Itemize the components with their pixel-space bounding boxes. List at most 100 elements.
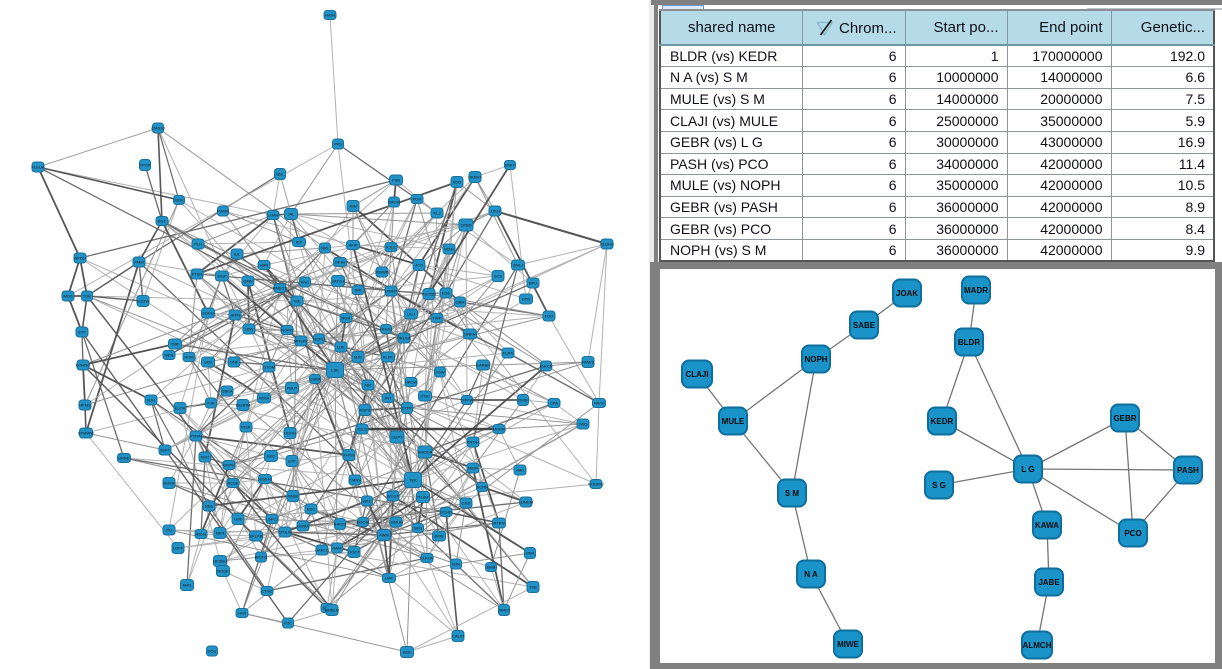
- svg-text:PTRAI: PTRAI: [190, 434, 202, 439]
- svg-text:JKFN: JKFN: [230, 313, 240, 318]
- svg-text:JICRR: JICRR: [476, 485, 488, 490]
- svg-text:EDDU: EDDU: [202, 311, 213, 316]
- svg-text:SCS: SCS: [494, 274, 503, 279]
- svg-text:ITUAT: ITUAT: [417, 495, 429, 500]
- svg-text:KNC: KNC: [301, 280, 310, 285]
- svg-text:TEK: TEK: [409, 478, 417, 483]
- svg-text:WSN: WSN: [444, 247, 453, 252]
- svg-text:LIJAH: LIJAH: [268, 213, 279, 218]
- svg-text:FLRA: FLRA: [503, 351, 514, 356]
- svg-text:BSL: BSL: [276, 172, 284, 177]
- svg-text:JAL: JAL: [288, 212, 296, 217]
- svg-text:WSPK: WSPK: [223, 463, 235, 468]
- svg-text:ALMCH: ALMCH: [1023, 641, 1052, 650]
- svg-text:BGT: BGT: [158, 219, 167, 224]
- svg-text:WKC: WKC: [362, 499, 371, 504]
- svg-text:DIPFW: DIPFW: [461, 398, 474, 403]
- svg-text:IAGN: IAGN: [325, 13, 335, 18]
- svg-text:RODF: RODF: [217, 569, 229, 574]
- svg-text:FLKUA: FLKUA: [32, 165, 45, 170]
- svg-text:JFEAL: JFEAL: [195, 532, 208, 537]
- svg-text:JARET: JARET: [498, 608, 511, 613]
- svg-text:TMF: TMF: [171, 342, 180, 347]
- svg-text:ITNC: ITNC: [420, 394, 429, 399]
- svg-text:FGW: FGW: [435, 370, 445, 375]
- svg-text:UKND: UKND: [118, 456, 129, 461]
- svg-text:TWP: TWP: [433, 316, 442, 321]
- svg-text:PWHF: PWHF: [217, 209, 229, 214]
- svg-text:JCO: JCO: [415, 263, 423, 268]
- svg-text:MAI: MAI: [516, 468, 523, 473]
- svg-text:LUMDM: LUMDM: [519, 500, 534, 505]
- svg-text:DEHNM: DEHNM: [236, 403, 251, 408]
- svg-text:ECHD: ECHD: [440, 510, 451, 515]
- svg-text:OWEP: OWEP: [385, 289, 398, 294]
- svg-text:SKLKB: SKLKB: [250, 534, 263, 539]
- svg-text:SABE: SABE: [853, 321, 876, 330]
- svg-text:GBCA: GBCA: [221, 389, 233, 394]
- svg-text:CPBD: CPBD: [460, 223, 471, 228]
- svg-text:NEE: NEE: [205, 504, 214, 509]
- svg-text:S G: S G: [932, 481, 946, 490]
- svg-text:ETF: ETF: [288, 459, 296, 464]
- svg-text:PCO: PCO: [1124, 529, 1141, 538]
- svg-text:SIB: SIB: [355, 288, 362, 293]
- svg-text:OUPT: OUPT: [391, 435, 403, 440]
- svg-text:JOAK: JOAK: [896, 289, 918, 298]
- svg-text:SEFT: SEFT: [160, 448, 171, 453]
- svg-text:FRO: FRO: [201, 455, 209, 460]
- svg-text:PISR: PISR: [241, 425, 250, 430]
- svg-text:HIE: HIE: [294, 299, 301, 304]
- svg-text:BNEOT: BNEOT: [273, 286, 287, 291]
- svg-text:WCFG: WCFG: [255, 555, 267, 560]
- svg-text:ALKCN: ALKCN: [539, 364, 552, 369]
- svg-text:RGR: RGR: [342, 316, 351, 321]
- svg-text:BJH: BJH: [147, 398, 155, 403]
- svg-text:KLKK: KLKK: [383, 355, 394, 360]
- svg-text:KLJ: KLJ: [434, 211, 441, 216]
- svg-text:HRN: HRN: [260, 263, 269, 268]
- svg-text:HOM: HOM: [184, 355, 193, 360]
- svg-text:HNR: HNR: [526, 551, 535, 556]
- svg-text:NSPS: NSPS: [360, 408, 371, 413]
- svg-text:FMWS: FMWS: [582, 360, 595, 365]
- svg-text:UARLO: UARLO: [315, 548, 329, 553]
- svg-text:SKN: SKN: [414, 526, 422, 531]
- svg-text:DNKN: DNKN: [464, 332, 475, 337]
- svg-text:KEDR: KEDR: [931, 417, 954, 426]
- svg-text:NHD: NHD: [183, 583, 192, 588]
- svg-text:JATGJ: JATGJ: [332, 279, 344, 284]
- svg-text:JSB: JSB: [529, 585, 537, 590]
- svg-text:ETPK: ETPK: [402, 406, 413, 411]
- svg-text:GEBR: GEBR: [1113, 414, 1136, 423]
- svg-text:IHKDS: IHKDS: [334, 522, 347, 527]
- svg-text:PMM: PMM: [134, 260, 143, 265]
- svg-text:MRSPK: MRSPK: [294, 339, 309, 344]
- svg-text:HFMS: HFMS: [79, 403, 91, 408]
- svg-text:LMK: LMK: [385, 576, 394, 581]
- svg-text:EGE: EGE: [442, 291, 451, 296]
- svg-text:LBW: LBW: [245, 327, 254, 332]
- svg-text:UKU: UKU: [204, 360, 213, 365]
- svg-text:CPJLW: CPJLW: [278, 530, 291, 535]
- svg-text:MEN: MEN: [165, 353, 174, 358]
- svg-text:FJR: FJR: [207, 401, 214, 406]
- svg-text:HAM: HAM: [333, 546, 342, 551]
- svg-text:IUL: IUL: [234, 252, 241, 257]
- svg-text:BJN: BJN: [452, 562, 460, 567]
- svg-text:RDDI: RDDI: [259, 396, 269, 401]
- svg-text:LSFCJ: LSFCJ: [266, 517, 278, 522]
- svg-text:ECDW: ECDW: [137, 299, 149, 304]
- svg-text:OBN: OBN: [456, 300, 465, 305]
- svg-text:MIWE: MIWE: [837, 640, 859, 649]
- svg-text:NCPO: NCPO: [313, 337, 325, 342]
- svg-text:TPOP: TPOP: [140, 163, 151, 168]
- svg-text:CTSC: CTSC: [262, 589, 273, 594]
- svg-text:RLDHU: RLDHU: [600, 242, 614, 247]
- svg-text:LSK: LSK: [331, 368, 339, 373]
- svg-text:BPDU: BPDU: [74, 256, 85, 261]
- svg-text:HHUH: HHUH: [380, 327, 392, 332]
- svg-text:DMD: DMD: [518, 398, 527, 403]
- svg-text:ELOA: ELOA: [175, 406, 186, 411]
- svg-text:EARBF: EARBF: [476, 363, 490, 368]
